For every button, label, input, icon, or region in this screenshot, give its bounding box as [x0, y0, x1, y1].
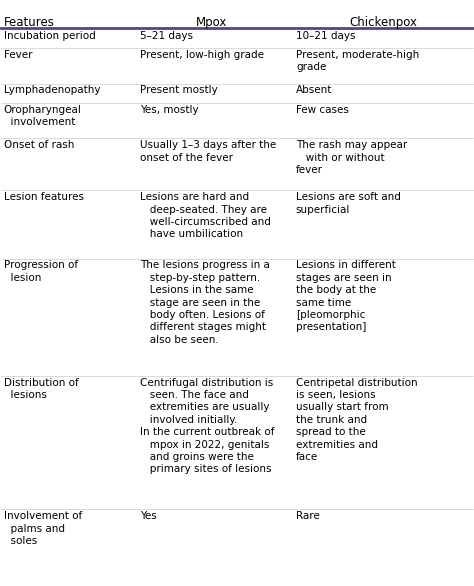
- Text: 5–21 days: 5–21 days: [140, 30, 193, 40]
- Text: Few cases: Few cases: [296, 105, 349, 115]
- Text: Yes: Yes: [140, 511, 157, 521]
- Text: Mpox: Mpox: [195, 16, 227, 29]
- Text: The rash may appear
   with or without
fever: The rash may appear with or without feve…: [296, 140, 407, 175]
- Text: Yes, mostly: Yes, mostly: [140, 105, 199, 115]
- Text: Distribution of
  lesions: Distribution of lesions: [4, 377, 79, 400]
- Text: Present, low-high grade: Present, low-high grade: [140, 50, 264, 60]
- Text: Lesion features: Lesion features: [4, 192, 84, 202]
- Text: 10–21 days: 10–21 days: [296, 30, 356, 40]
- Text: Features: Features: [4, 16, 55, 29]
- Text: Centrifugal distribution is
   seen. The face and
   extremities are usually
   : Centrifugal distribution is seen. The fa…: [140, 377, 275, 475]
- Text: Progression of
  lesion: Progression of lesion: [4, 260, 78, 282]
- Text: Present mostly: Present mostly: [140, 86, 218, 96]
- Text: Rare: Rare: [296, 511, 319, 521]
- Text: Involvement of
  palms and
  soles: Involvement of palms and soles: [4, 511, 82, 546]
- Text: Lymphadenopathy: Lymphadenopathy: [4, 86, 100, 96]
- Text: Onset of rash: Onset of rash: [4, 140, 74, 150]
- Text: Incubation period: Incubation period: [4, 30, 95, 40]
- Text: The lesions progress in a
   step-by-step pattern.
   Lesions in the same
   sta: The lesions progress in a step-by-step p…: [140, 260, 270, 345]
- Text: Lesions in different
stages are seen in
the body at the
same time
[pleomorphic
p: Lesions in different stages are seen in …: [296, 260, 396, 332]
- Text: Lesions are hard and
   deep-seated. They are
   well-circumscribed and
   have : Lesions are hard and deep-seated. They a…: [140, 192, 271, 239]
- Text: Centripetal distribution
is seen, lesions
usually start from
the trunk and
sprea: Centripetal distribution is seen, lesion…: [296, 377, 418, 462]
- Text: Absent: Absent: [296, 86, 332, 96]
- Text: Lesions are soft and
superficial: Lesions are soft and superficial: [296, 192, 401, 214]
- Text: Present, moderate-high
grade: Present, moderate-high grade: [296, 50, 419, 72]
- Text: Chickenpox: Chickenpox: [349, 16, 417, 29]
- Text: Usually 1–3 days after the
onset of the fever: Usually 1–3 days after the onset of the …: [140, 140, 277, 162]
- Text: Fever: Fever: [4, 50, 32, 60]
- Text: Oropharyngeal
  involvement: Oropharyngeal involvement: [4, 105, 82, 127]
